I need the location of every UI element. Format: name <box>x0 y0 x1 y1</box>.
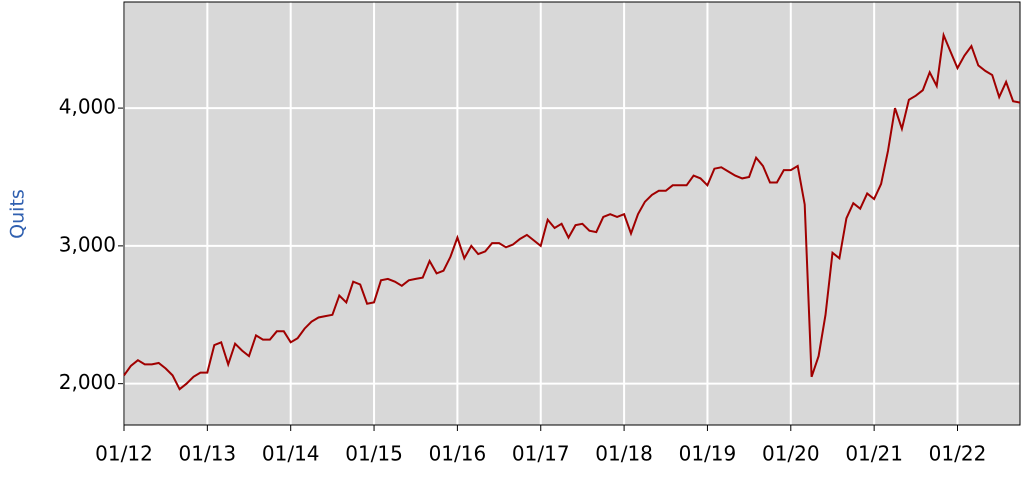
x-tick-label: 01/17 <box>512 442 570 466</box>
series-line <box>123 31 1021 391</box>
x-tick-label: 01/21 <box>845 442 903 466</box>
x-tick-label: 01/15 <box>345 442 403 466</box>
y-tick-label: 4,000 <box>59 95 116 119</box>
x-tick-label: 01/12 <box>95 442 153 466</box>
x-tick-label: 01/20 <box>762 442 820 466</box>
y-tick-label: 2,000 <box>59 370 116 394</box>
x-tick-label: 01/18 <box>595 442 653 466</box>
plot-area <box>124 2 1020 425</box>
plot-border <box>123 1 1021 426</box>
x-tick-label: 01/19 <box>679 442 737 466</box>
x-tick-label: 01/16 <box>429 442 487 466</box>
y-axis-label: Quits <box>7 189 29 239</box>
x-tick-label: 01/14 <box>262 442 320 466</box>
x-tick-label: 01/13 <box>179 442 237 466</box>
x-tick-label: 01/22 <box>929 442 987 466</box>
y-tick-label: 3,000 <box>59 232 116 256</box>
